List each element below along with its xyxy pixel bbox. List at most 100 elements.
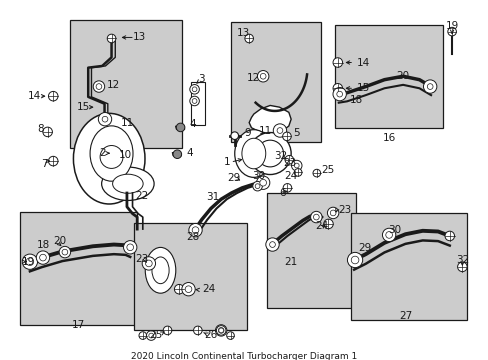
Circle shape xyxy=(312,169,320,177)
Circle shape xyxy=(336,91,342,97)
Circle shape xyxy=(176,123,184,132)
Text: 12: 12 xyxy=(247,73,260,83)
Circle shape xyxy=(193,326,202,335)
Circle shape xyxy=(283,184,291,192)
Ellipse shape xyxy=(90,126,133,181)
Bar xyxy=(230,22,321,141)
Circle shape xyxy=(294,168,302,176)
Text: 30: 30 xyxy=(387,225,401,235)
Circle shape xyxy=(48,91,58,101)
Circle shape xyxy=(252,181,262,191)
Circle shape xyxy=(291,160,302,171)
Text: 16: 16 xyxy=(382,133,395,143)
Text: 27: 27 xyxy=(398,311,411,321)
Circle shape xyxy=(332,84,342,93)
Text: 11: 11 xyxy=(121,118,134,127)
Circle shape xyxy=(255,184,260,189)
Circle shape xyxy=(139,332,146,339)
Circle shape xyxy=(189,96,199,106)
Circle shape xyxy=(313,214,319,220)
Circle shape xyxy=(146,331,156,340)
Circle shape xyxy=(257,71,268,82)
Text: 17: 17 xyxy=(72,320,85,330)
Ellipse shape xyxy=(73,113,144,204)
Circle shape xyxy=(427,84,432,89)
Text: 18: 18 xyxy=(36,240,49,250)
Text: 25: 25 xyxy=(321,165,334,175)
Circle shape xyxy=(145,260,152,267)
Circle shape xyxy=(323,219,332,229)
Text: 7: 7 xyxy=(41,159,48,169)
Circle shape xyxy=(189,85,199,94)
Ellipse shape xyxy=(242,138,265,169)
Bar xyxy=(335,25,442,128)
Text: 4: 4 xyxy=(189,119,196,129)
Circle shape xyxy=(43,127,52,137)
Polygon shape xyxy=(172,153,181,156)
Text: 26: 26 xyxy=(204,330,217,340)
Ellipse shape xyxy=(145,247,175,293)
Text: 6: 6 xyxy=(279,188,285,198)
Text: 12: 12 xyxy=(107,80,120,90)
Circle shape xyxy=(185,286,191,293)
Circle shape xyxy=(107,34,116,43)
Text: 23: 23 xyxy=(338,205,351,215)
Text: 32: 32 xyxy=(455,255,468,265)
Circle shape xyxy=(447,27,455,36)
Circle shape xyxy=(249,132,290,175)
Polygon shape xyxy=(249,105,290,135)
Circle shape xyxy=(218,328,223,333)
Circle shape xyxy=(163,326,171,335)
Circle shape xyxy=(256,140,283,167)
Text: 19: 19 xyxy=(21,257,35,267)
Text: 20: 20 xyxy=(396,71,409,81)
Text: 24: 24 xyxy=(314,221,327,231)
Text: 22: 22 xyxy=(135,191,148,201)
Text: 5: 5 xyxy=(293,128,300,138)
Text: 24: 24 xyxy=(284,171,297,181)
Circle shape xyxy=(273,124,286,137)
Circle shape xyxy=(346,252,362,267)
Text: 14: 14 xyxy=(28,91,41,101)
Circle shape xyxy=(22,254,38,269)
Circle shape xyxy=(327,207,338,219)
Ellipse shape xyxy=(152,257,169,284)
Circle shape xyxy=(265,238,279,251)
Text: 29: 29 xyxy=(357,243,370,253)
Circle shape xyxy=(192,227,199,233)
Circle shape xyxy=(385,231,392,238)
Circle shape xyxy=(40,254,46,261)
Bar xyxy=(350,213,467,320)
Circle shape xyxy=(382,228,395,242)
Circle shape xyxy=(259,179,266,186)
Circle shape xyxy=(282,132,291,141)
Bar xyxy=(20,212,137,325)
Circle shape xyxy=(36,251,50,264)
Circle shape xyxy=(256,176,269,189)
Circle shape xyxy=(277,128,282,134)
Text: 32: 32 xyxy=(273,151,286,161)
Circle shape xyxy=(174,284,183,294)
Circle shape xyxy=(244,34,253,43)
Text: 30: 30 xyxy=(251,171,264,181)
Text: 11: 11 xyxy=(258,126,271,136)
Circle shape xyxy=(310,211,322,223)
Text: 3: 3 xyxy=(198,74,204,84)
Circle shape xyxy=(48,156,58,166)
Circle shape xyxy=(218,328,224,333)
Circle shape xyxy=(350,256,358,264)
Text: 10: 10 xyxy=(119,150,132,160)
Circle shape xyxy=(215,325,226,336)
Circle shape xyxy=(98,113,111,126)
Circle shape xyxy=(192,87,197,92)
Circle shape xyxy=(96,84,102,89)
Text: 24: 24 xyxy=(202,284,215,294)
Bar xyxy=(134,223,246,330)
Circle shape xyxy=(148,333,153,338)
Text: 8: 8 xyxy=(37,124,44,134)
Ellipse shape xyxy=(112,174,143,193)
Circle shape xyxy=(100,145,123,168)
Circle shape xyxy=(26,258,34,266)
Text: 2: 2 xyxy=(99,148,105,158)
Circle shape xyxy=(269,242,275,247)
